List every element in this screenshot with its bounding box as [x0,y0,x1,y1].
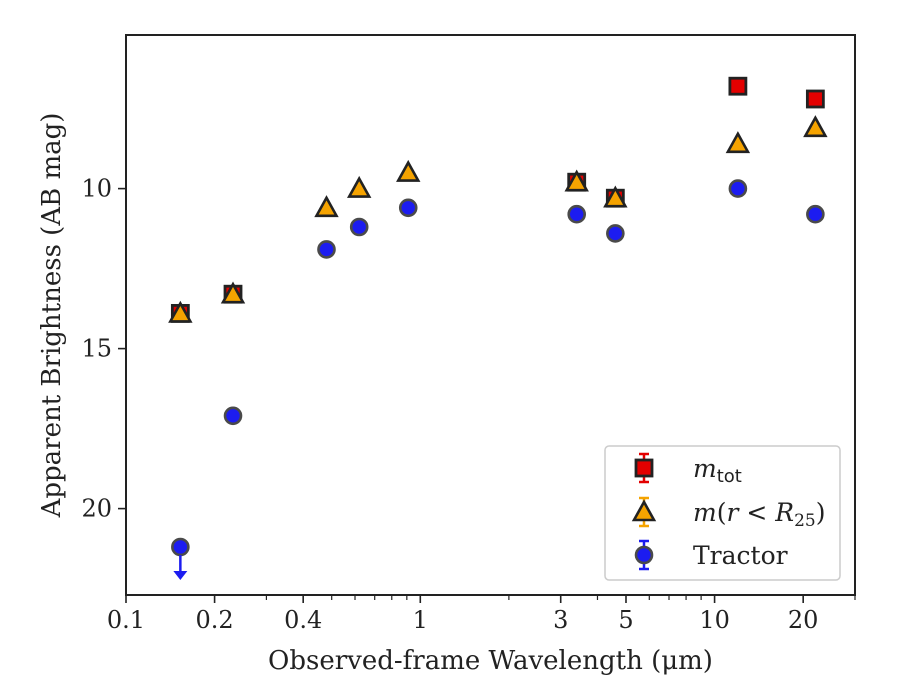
x-tick-label: 0.1 [107,606,145,634]
x-tick-label: 5 [618,606,633,634]
series-2 [171,179,825,580]
axis-ticks: 0.1 0.2 0.4 1 3 5 10 20 10 15 20 [81,175,856,634]
x-tick-label: 10 [699,606,730,634]
legend-marker [631,499,657,522]
tractor-point [806,204,825,224]
m-r25-point [564,169,589,192]
y-tick-label: 10 [81,175,112,203]
legend-label: Tractor [693,541,788,570]
x-tick-label: 1 [413,606,428,634]
tractor-point [349,217,369,237]
tractor-point [606,224,625,243]
legend-box [604,445,841,581]
m-r25-point [314,195,339,218]
m-r25-point [168,300,193,323]
plot-area-frame [125,34,856,596]
tractor-point [223,406,243,426]
x-tick-label: 0.4 [284,606,322,634]
x-tick-label: 20 [788,606,819,634]
legend-marker [634,545,654,565]
x-tick-label: 0.2 [196,606,234,634]
m-tot-point [728,76,748,96]
y-tick-label: 15 [81,335,112,363]
legend-marker [634,458,654,478]
y-tick-label: 20 [81,495,112,523]
upper-limit-arrow-head [173,571,188,580]
series-1 [168,115,828,323]
m-r25-point [346,175,372,198]
m-tot-point [805,89,825,109]
m-r25-point [220,281,246,304]
tractor-point [728,179,748,198]
tractor-point [171,537,190,557]
x-axis-title: Observed-frame Wavelength (μm) [268,646,713,676]
m-r25-point [396,159,421,182]
tractor-point [398,198,418,218]
x-tick-label: 3 [553,606,568,634]
tractor-point [317,240,336,259]
legend: mtot m(r < R25) Tractor [604,445,841,581]
legend-label: m(r < R25) [693,498,826,531]
m-r25-point [803,115,828,138]
tractor-point [567,204,587,224]
m-r25-point [725,131,751,154]
legend-label: mtot [693,454,742,487]
m-r25-point [603,185,628,208]
y-axis-title: Apparent Brightness (AB mag) [37,113,67,519]
data-marks [168,76,828,580]
